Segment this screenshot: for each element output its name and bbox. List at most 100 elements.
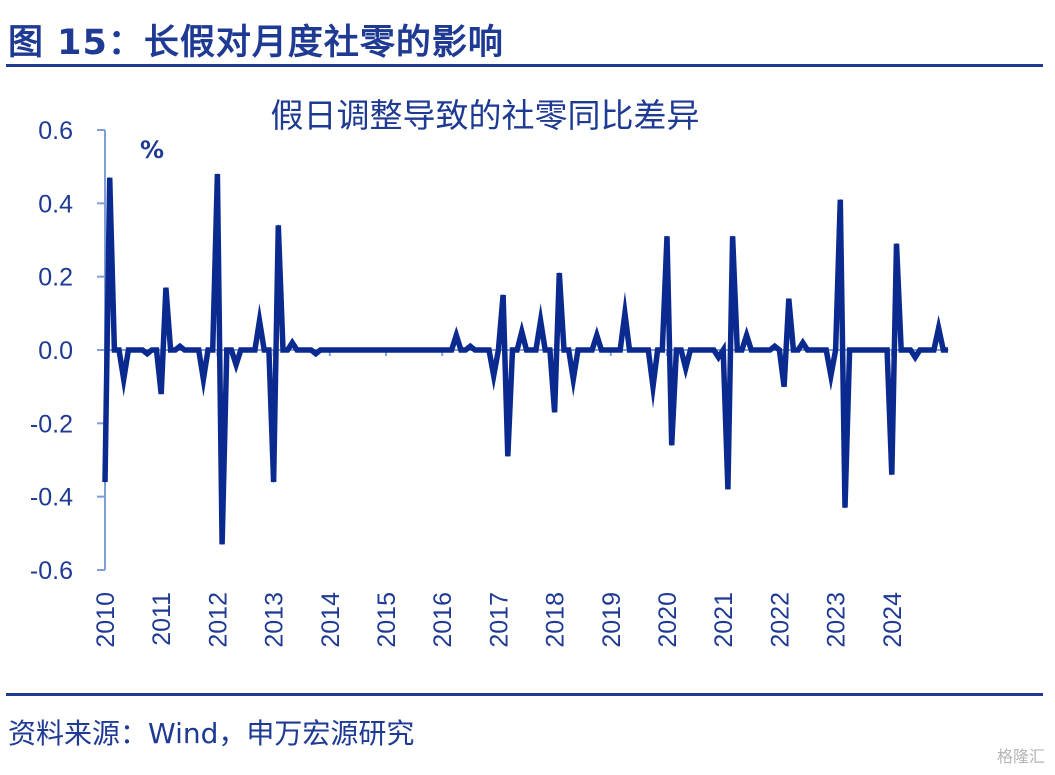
data-point: [680, 349, 682, 351]
data-point: [165, 287, 167, 289]
y-tick-label: -0.2: [30, 410, 73, 438]
source-note: 资料来源：Wind，申万宏源研究: [8, 717, 415, 750]
data-point: [329, 349, 331, 351]
data-point: [713, 349, 715, 351]
data-point: [788, 298, 790, 300]
data-point: [615, 349, 616, 351]
data-point: [652, 386, 654, 388]
data-point: [689, 349, 691, 351]
data-point: [198, 349, 200, 351]
y-tick-label: 0.2: [38, 264, 73, 292]
data-point: [282, 349, 284, 351]
data-point: [933, 349, 935, 351]
series-layer: [102, 173, 949, 545]
x-tick-label: 2015: [373, 592, 401, 648]
data-point: [469, 345, 471, 347]
data-point: [685, 367, 687, 369]
data-point: [900, 349, 902, 351]
data-point: [170, 349, 172, 351]
data-point: [619, 349, 621, 351]
data-point: [132, 349, 134, 351]
bottom-rule: [6, 693, 1043, 696]
data-point: [319, 349, 321, 351]
data-point: [483, 349, 485, 351]
data-point: [305, 349, 307, 351]
data-point: [605, 349, 607, 351]
data-point: [844, 507, 846, 509]
data-point: [479, 349, 481, 351]
data-point: [254, 349, 256, 351]
x-tick-label: 2019: [598, 592, 626, 648]
data-point: [385, 349, 387, 351]
data-point: [202, 378, 204, 380]
data-point: [661, 349, 663, 351]
data-point: [666, 235, 668, 237]
data-point: [263, 349, 265, 351]
data-point: [151, 349, 153, 351]
data-point: [287, 349, 289, 351]
data-point: [530, 349, 532, 351]
data-point: [881, 349, 883, 351]
data-point: [914, 356, 916, 358]
data-point: [156, 349, 157, 351]
data-point: [755, 349, 757, 351]
data-point: [291, 342, 293, 344]
data-point: [465, 349, 467, 351]
data-point: [516, 349, 518, 351]
data-point: [507, 455, 509, 457]
data-point: [797, 349, 799, 351]
data-point: [638, 349, 640, 351]
data-point: [891, 474, 893, 476]
data-point: [113, 349, 115, 351]
x-tick-label: 2018: [542, 592, 570, 648]
data-point: [675, 349, 677, 351]
data-point: [853, 349, 855, 351]
data-point: [924, 349, 926, 351]
data-point: [591, 349, 593, 351]
data-point: [582, 349, 584, 351]
data-point: [821, 349, 822, 351]
data-point: [764, 349, 766, 351]
data-point: [207, 349, 209, 351]
data-point: [708, 349, 710, 351]
y-tick-label: 0.0: [38, 337, 73, 365]
data-point: [502, 294, 504, 296]
data-point: [600, 349, 602, 351]
data-point: [535, 349, 537, 351]
x-tick-label: 2011: [148, 592, 176, 646]
data-point: [451, 349, 453, 351]
data-point: [142, 349, 143, 351]
data-point: [807, 349, 808, 351]
chart-area: 假日调整导致的社零同比差异 % 0.6 0.4 0.2 0.0 -0.2 -0.4 -0.6…: [30, 96, 949, 648]
data-point: [839, 199, 841, 201]
data-point: [474, 349, 476, 351]
data-point: [212, 349, 214, 351]
data-point: [811, 349, 813, 351]
data-point: [221, 543, 223, 545]
data-point: [769, 349, 771, 351]
data-point: [193, 349, 195, 351]
data-point: [802, 342, 804, 344]
data-point: [273, 481, 275, 483]
data-point: [259, 320, 260, 322]
data-point: [446, 349, 448, 351]
data-point: [577, 349, 579, 351]
data-point: [526, 349, 527, 351]
data-point: [184, 349, 186, 351]
x-tick-label: 2023: [823, 592, 851, 648]
data-point: [732, 235, 734, 237]
data-point: [179, 345, 181, 347]
data-point: [610, 349, 612, 351]
y-tick-label: 0.4: [38, 190, 73, 218]
data-point: [633, 349, 635, 351]
data-point: [109, 177, 111, 179]
x-tick-label: 2020: [654, 592, 682, 648]
data-point: [783, 386, 785, 388]
data-point: [245, 349, 246, 351]
data-point: [235, 364, 237, 366]
data-point: [863, 349, 865, 351]
data-point: [694, 349, 696, 351]
data-point: [127, 349, 129, 351]
data-point: [118, 349, 120, 351]
y-tick-label: -0.4: [30, 484, 73, 512]
